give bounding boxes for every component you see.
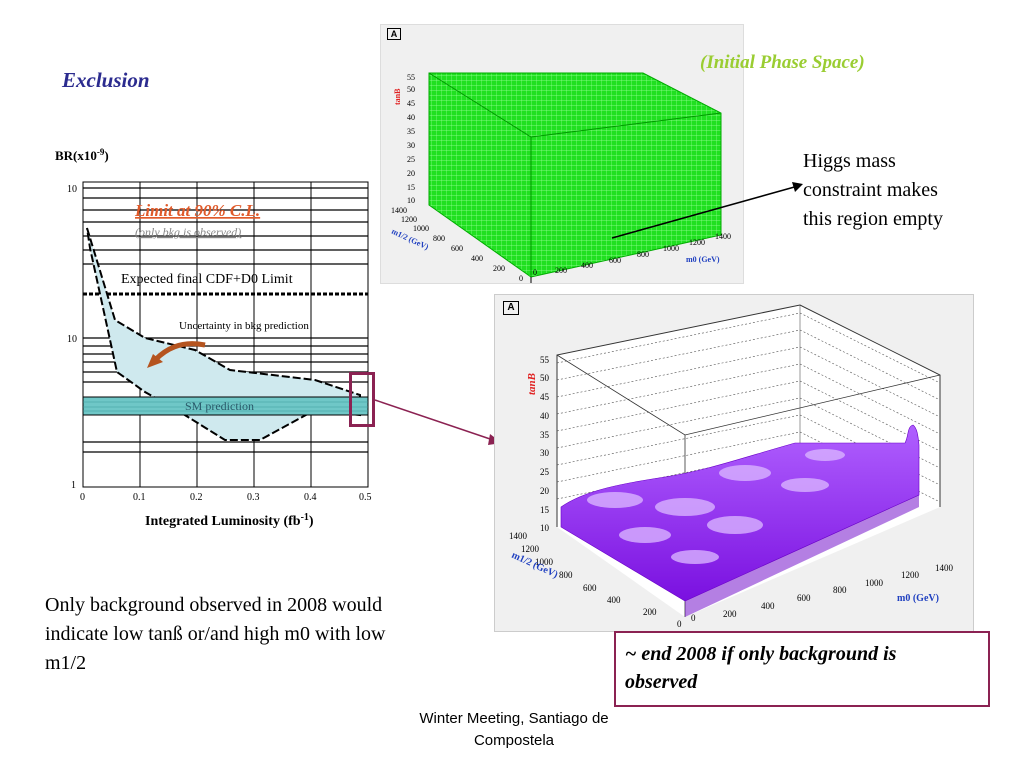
svg-text:800: 800	[833, 585, 847, 595]
svg-text:0: 0	[691, 613, 696, 623]
x-axis-label: Integrated Luminosity (fb-1)	[145, 512, 314, 529]
svg-text:800: 800	[559, 570, 573, 580]
svg-text:10: 10	[407, 196, 415, 205]
svg-text:25: 25	[407, 155, 415, 164]
initial-phase-space-plot: A 10 15 20 25 30 35 40 45 50 55 tanB	[380, 24, 744, 284]
footer: Winter Meeting, Santiago de Compostela	[419, 710, 609, 749]
svg-text:600: 600	[451, 244, 463, 253]
svg-text:600: 600	[797, 593, 811, 603]
x-axis: 0 200 400 600 800 1000 1200 1400 m0 (GeV…	[691, 563, 954, 623]
svg-text:0: 0	[677, 619, 682, 629]
svg-text:50: 50	[540, 373, 550, 383]
svg-text:600: 600	[583, 583, 597, 593]
svg-text:40: 40	[407, 113, 415, 122]
x-tick-label: 0	[80, 492, 85, 503]
x-tick-label: 0.3	[247, 492, 260, 503]
svg-text:1200: 1200	[401, 215, 417, 224]
y-tick-label: 10	[67, 184, 77, 195]
svg-text:200: 200	[555, 266, 567, 275]
svg-text:m0 (GeV): m0 (GeV)	[897, 593, 939, 604]
svg-text:55: 55	[407, 73, 415, 82]
svg-text:1400: 1400	[715, 232, 731, 241]
svg-text:600: 600	[609, 256, 621, 265]
svg-text:1200: 1200	[901, 570, 920, 580]
svg-text:1400: 1400	[509, 531, 528, 541]
limit-title: Limit at 90% C.L.	[134, 201, 260, 220]
svg-text:30: 30	[407, 141, 415, 150]
svg-text:tanB: tanB	[526, 373, 538, 395]
slide-heading: Exclusion	[62, 68, 150, 92]
uncertainty-arrow-icon	[153, 341, 206, 362]
callout-box: ~ end 2008 if only background is observe…	[614, 631, 990, 707]
svg-text:1000: 1000	[663, 244, 679, 253]
br-limit-chart: BR(x10-9) Limit at 90% C.L. (only bk	[55, 147, 372, 529]
x-tick-label: 0.1	[133, 492, 146, 503]
svg-text:800: 800	[433, 234, 445, 243]
svg-text:1200: 1200	[689, 238, 705, 247]
x-tick-label: 0.4	[304, 492, 317, 503]
svg-text:20: 20	[540, 486, 550, 496]
z-axis: 10 15 20 25 30 35 40 45 50 55 tanB	[393, 73, 415, 205]
svg-text:40: 40	[540, 411, 550, 421]
surface-mesh	[560, 424, 920, 602]
svg-text:800: 800	[637, 250, 649, 259]
svg-text:55: 55	[540, 355, 550, 365]
x-tick-label: 0.2	[190, 492, 203, 503]
svg-text:200: 200	[493, 264, 505, 273]
surface-plot: A	[494, 294, 974, 632]
panel-label-a: A	[387, 28, 401, 40]
svg-text:tanB: tanB	[393, 88, 402, 105]
svg-text:200: 200	[723, 609, 737, 619]
y-axis-label: BR(x10-9)	[55, 147, 109, 163]
y-tick-label: 10	[67, 334, 77, 345]
highlight-box	[349, 372, 375, 427]
svg-text:25: 25	[540, 467, 550, 477]
svg-text:0: 0	[533, 268, 537, 277]
phase-space-caption: (Initial Phase Space)	[700, 52, 865, 73]
sm-prediction-band	[82, 396, 369, 416]
summary-text: Only background observed in 2008 would i…	[45, 594, 386, 674]
svg-text:1400: 1400	[391, 206, 407, 215]
x-axis: 0 200 400 600 800 1000 1200 1400 m0 (GeV…	[533, 232, 731, 277]
svg-text:10: 10	[540, 523, 550, 533]
uncertainty-label: Uncertainty in bkg prediction	[179, 320, 309, 332]
svg-text:30: 30	[540, 448, 550, 458]
higgs-note: Higgs mass constraint makes this region …	[803, 150, 943, 230]
svg-text:20: 20	[407, 169, 415, 178]
svg-text:400: 400	[471, 254, 483, 263]
svg-text:1000: 1000	[865, 578, 884, 588]
sm-prediction-label: SM prediction	[185, 399, 254, 413]
expected-limit-label: Expected final CDF+D0 Limit	[121, 272, 293, 287]
svg-text:50: 50	[407, 85, 415, 94]
z-axis: 10 15 20 25 30 35 40 45 50 55 tanB	[526, 355, 550, 533]
y-tick-label: 1	[71, 480, 76, 491]
x-tick-label: 0.5	[359, 492, 372, 503]
svg-text:15: 15	[540, 505, 550, 515]
svg-text:35: 35	[407, 127, 415, 136]
svg-text:45: 45	[407, 99, 415, 108]
svg-text:1400: 1400	[935, 563, 954, 573]
svg-text:0: 0	[519, 274, 523, 283]
svg-text:400: 400	[607, 595, 621, 605]
panel-label-a: A	[503, 301, 519, 315]
svg-text:200: 200	[643, 607, 657, 617]
svg-text:1000: 1000	[413, 224, 429, 233]
svg-text:1000: 1000	[535, 557, 554, 567]
svg-text:35: 35	[540, 430, 550, 440]
svg-text:15: 15	[407, 183, 415, 192]
svg-text:400: 400	[761, 601, 775, 611]
svg-text:1200: 1200	[521, 544, 540, 554]
svg-text:45: 45	[540, 392, 550, 402]
svg-text:400: 400	[581, 261, 593, 270]
svg-text:m0 (GeV): m0 (GeV)	[686, 255, 720, 264]
limit-subtitle: (only bkg is observed)	[135, 225, 241, 239]
phase-space-box	[429, 73, 721, 277]
